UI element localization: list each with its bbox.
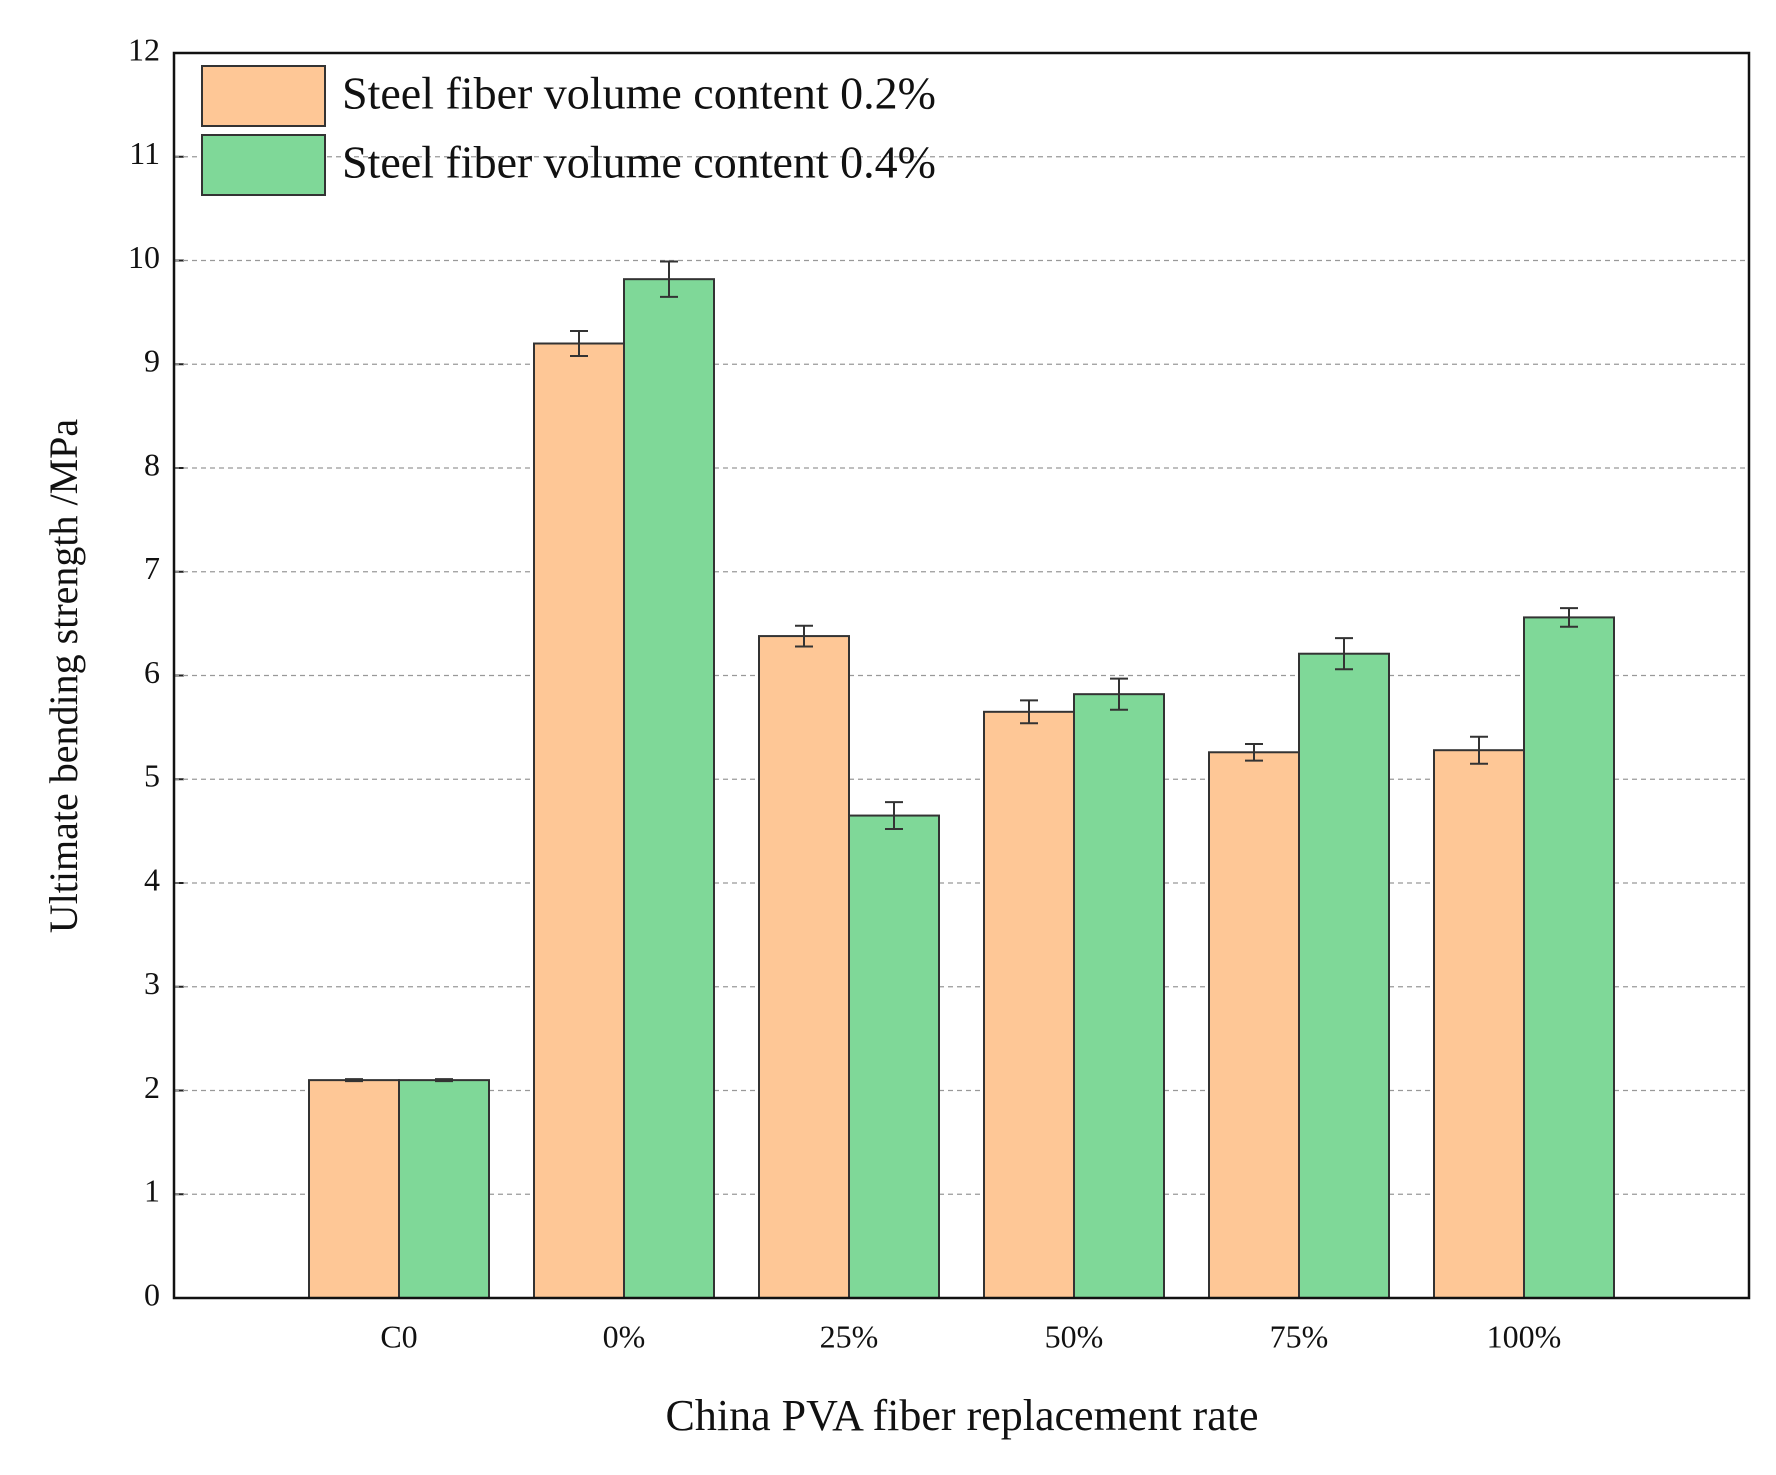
error-bar bbox=[1110, 677, 1128, 711]
x-tick-label: C0 bbox=[380, 1318, 417, 1354]
error-bar bbox=[435, 1078, 453, 1083]
y-tick-label: 6 bbox=[144, 654, 160, 690]
bar bbox=[758, 635, 850, 1299]
bar bbox=[1523, 616, 1615, 1299]
error-bar bbox=[1335, 637, 1353, 671]
y-tick-label: 7 bbox=[144, 550, 160, 586]
bar bbox=[1208, 751, 1300, 1299]
plot-frame bbox=[172, 51, 1751, 1300]
error-bar bbox=[1560, 607, 1578, 628]
bar bbox=[398, 1079, 490, 1299]
error-bar bbox=[570, 330, 588, 357]
legend-swatch bbox=[201, 134, 326, 196]
y-axis-label: Ultimate bending strength /MPa bbox=[41, 419, 86, 934]
y-tick-label: 0 bbox=[144, 1276, 160, 1312]
x-axis-label: China PVA fiber replacement rate bbox=[666, 1391, 1259, 1440]
x-tick-label: 100% bbox=[1487, 1318, 1562, 1354]
bar bbox=[1298, 652, 1390, 1299]
bar bbox=[308, 1079, 400, 1299]
error-bar bbox=[660, 260, 678, 298]
error-bar bbox=[885, 801, 903, 831]
error-bar bbox=[1245, 742, 1263, 762]
x-tick-label: 25% bbox=[820, 1318, 879, 1354]
y-tick-label: 3 bbox=[144, 965, 160, 1001]
y-tick-label: 8 bbox=[144, 446, 160, 482]
y-tick-label: 1 bbox=[144, 1173, 160, 1209]
error-bar bbox=[1470, 735, 1488, 765]
legend-label: Steel fiber volume content 0.4% bbox=[342, 137, 936, 188]
y-tick-label: 2 bbox=[144, 1069, 160, 1105]
legend-swatch bbox=[201, 65, 326, 127]
y-tick-label: 12 bbox=[128, 31, 160, 67]
y-tick-label: 9 bbox=[144, 343, 160, 379]
y-tick-label: 10 bbox=[128, 239, 160, 275]
y-tick-label: 5 bbox=[144, 758, 160, 794]
x-tick-label: 75% bbox=[1270, 1318, 1329, 1354]
bar bbox=[983, 710, 1075, 1299]
bar bbox=[848, 814, 940, 1299]
error-bar bbox=[795, 624, 813, 648]
bar bbox=[1073, 693, 1165, 1299]
error-bar bbox=[345, 1078, 363, 1083]
y-tick-label: 11 bbox=[129, 135, 160, 171]
legend-label: Steel fiber volume content 0.2% bbox=[342, 68, 936, 119]
x-tick-label: 50% bbox=[1045, 1318, 1104, 1354]
bar bbox=[533, 342, 625, 1299]
x-tick-label: 0% bbox=[603, 1318, 646, 1354]
y-tick-label: 4 bbox=[144, 861, 160, 897]
error-bar bbox=[1020, 699, 1038, 725]
bar bbox=[623, 278, 715, 1299]
bar bbox=[1433, 749, 1525, 1299]
